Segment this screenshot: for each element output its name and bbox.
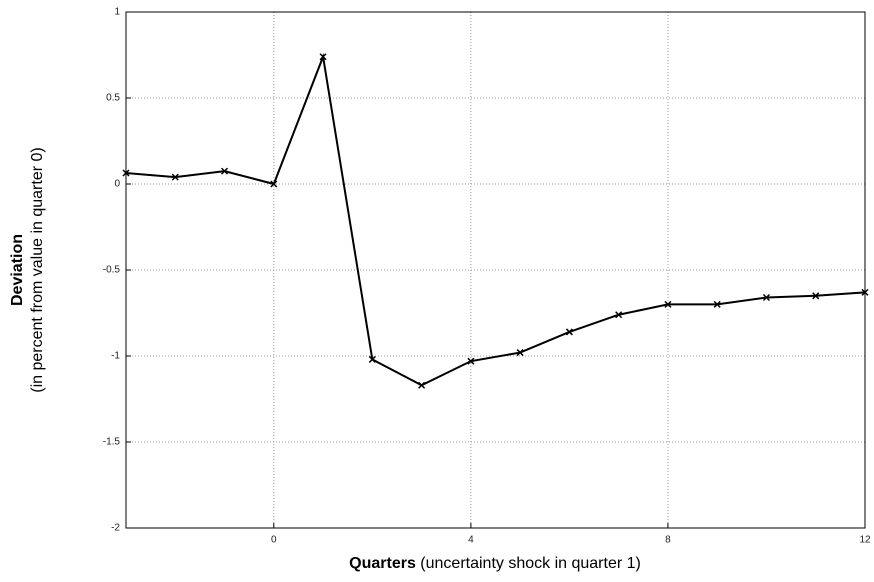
y-tick-label: -0.5	[103, 265, 121, 276]
x-label-note: (uncertainty shock in quarter 1)	[420, 555, 641, 572]
x-tick-label: 8	[665, 535, 671, 546]
data-line	[125, 52, 866, 387]
data-marker	[713, 300, 721, 308]
data-marker	[664, 300, 672, 308]
y-tick-label: -2	[111, 523, 120, 534]
y-tick-label: -1.5	[103, 437, 121, 448]
y-tick-label: 0	[114, 179, 120, 190]
data-marker	[615, 311, 623, 319]
data-marker	[171, 173, 179, 181]
data-marker	[565, 328, 573, 336]
data-marker	[812, 292, 820, 300]
data-marker	[270, 180, 278, 188]
data-marker	[319, 53, 327, 61]
y-tick-label: 1	[114, 7, 120, 18]
data-marker	[368, 355, 376, 363]
data-marker	[467, 357, 475, 365]
data-marker	[221, 167, 229, 175]
x-axis-label: Quarters (uncertainty shock in quarter 1…	[349, 555, 641, 572]
y-tick-label: 0.5	[106, 93, 120, 104]
y-axis-label: Deviation (in percent from value in quar…	[9, 147, 46, 392]
data-marker	[122, 169, 130, 177]
data-marker	[762, 293, 770, 302]
data-marker	[418, 381, 426, 389]
data-marker	[516, 349, 524, 357]
x-label-main: Quarters	[349, 555, 416, 572]
x-tick-label: 0	[271, 535, 277, 546]
x-tick-label: 4	[468, 535, 474, 546]
y-label-main: Deviation	[9, 234, 26, 306]
plot-frame	[125, 11, 866, 529]
y-label-note: (in percent from value in quarter 0)	[29, 147, 46, 392]
y-tick-label: -1	[111, 351, 120, 362]
data-marker	[861, 288, 869, 296]
x-tick-label: 12	[859, 535, 871, 546]
